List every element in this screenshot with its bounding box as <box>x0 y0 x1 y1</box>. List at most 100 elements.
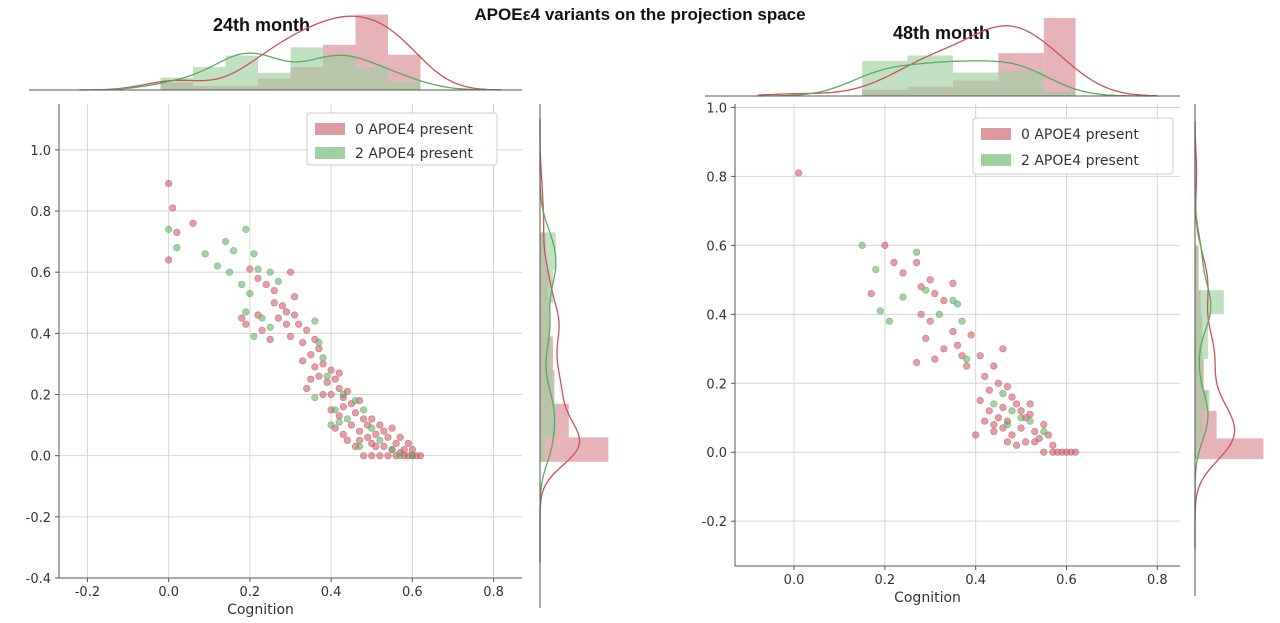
point-0-apoe4 <box>926 317 934 325</box>
right-kde-0 <box>539 119 581 563</box>
point-0-apoe4 <box>981 417 989 425</box>
point-0-apoe4 <box>372 442 380 451</box>
point-0-apoe4 <box>246 265 254 273</box>
point-0-apoe4 <box>931 290 939 298</box>
point-2-apoe4 <box>246 290 254 298</box>
point-0-apoe4 <box>384 452 392 460</box>
top-hist-bar-2 <box>322 55 356 90</box>
point-0-apoe4 <box>290 293 299 301</box>
point-0-apoe4 <box>282 320 291 328</box>
y-tick-label: 0.2 <box>706 377 727 392</box>
point-0-apoe4 <box>360 452 368 460</box>
point-2-apoe4 <box>408 452 416 460</box>
point-2-apoe4 <box>376 436 384 444</box>
point-0-apoe4 <box>274 314 282 322</box>
y-tick-label: 0.8 <box>30 205 51 220</box>
y-tick-label: 0.4 <box>706 308 727 323</box>
point-0-apoe4 <box>913 358 921 367</box>
point-0-apoe4 <box>1012 400 1021 408</box>
y-tick-label: 0.6 <box>706 239 727 254</box>
point-0-apoe4 <box>290 311 299 319</box>
right-hist-bar-2 <box>1195 245 1199 291</box>
x-axis-label: Cognition <box>894 590 961 606</box>
point-0-apoe4 <box>1040 448 1048 456</box>
point-2-apoe4 <box>311 393 319 402</box>
point-2-apoe4 <box>990 400 998 408</box>
point-2-apoe4 <box>1003 421 1012 429</box>
point-0-apoe4 <box>867 290 875 298</box>
point-0-apoe4 <box>881 241 889 249</box>
point-0-apoe4 <box>368 452 376 460</box>
point-2-apoe4 <box>922 286 930 294</box>
point-2-apoe4 <box>201 250 209 258</box>
point-0-apoe4 <box>295 320 303 328</box>
point-0-apoe4 <box>999 403 1007 412</box>
x-tick-label: 0.6 <box>402 585 423 600</box>
point-0-apoe4 <box>972 431 980 439</box>
point-0-apoe4 <box>368 415 376 423</box>
point-2-apoe4 <box>315 338 323 347</box>
point-2-apoe4 <box>958 317 966 325</box>
point-2-apoe4 <box>339 390 347 399</box>
point-2-apoe4 <box>388 445 396 454</box>
point-2-apoe4 <box>1017 414 1025 422</box>
point-0-apoe4 <box>388 424 396 432</box>
x-tick-label: 0.0 <box>784 573 805 588</box>
point-0-apoe4 <box>380 442 388 451</box>
point-0-apoe4 <box>303 384 311 393</box>
point-0-apoe4 <box>1017 407 1025 415</box>
point-0-apoe4 <box>343 436 351 444</box>
point-2-apoe4 <box>173 244 181 252</box>
point-2-apoe4 <box>368 424 376 432</box>
top-hist-bar-2 <box>862 60 908 96</box>
point-0-apoe4 <box>307 351 315 359</box>
point-2-apoe4 <box>331 406 339 414</box>
point-0-apoe4 <box>981 372 989 380</box>
point-0-apoe4 <box>990 427 998 436</box>
point-2-apoe4 <box>1040 427 1048 436</box>
point-0-apoe4 <box>335 369 343 377</box>
point-2-apoe4 <box>258 314 266 322</box>
x-tick-label: 0.0 <box>158 585 179 600</box>
x-tick-label: 0.4 <box>965 573 986 588</box>
point-0-apoe4 <box>404 439 412 448</box>
point-0-apoe4 <box>999 345 1007 353</box>
point-0-apoe4 <box>351 409 360 417</box>
point-0-apoe4 <box>1003 438 1012 446</box>
y-tick-label: 1.0 <box>30 144 51 159</box>
point-0-apoe4 <box>286 332 295 341</box>
point-0-apoe4 <box>278 302 286 310</box>
top-kde-0 <box>79 15 502 91</box>
point-2-apoe4 <box>885 317 893 325</box>
point-0-apoe4 <box>1040 421 1048 429</box>
right-hist-bar-2 <box>540 336 551 371</box>
point-0-apoe4 <box>355 436 364 444</box>
point-0-apoe4 <box>899 269 907 277</box>
point-0-apoe4 <box>307 375 315 383</box>
point-0-apoe4 <box>1049 448 1057 456</box>
point-2-apoe4 <box>1026 417 1034 425</box>
point-0-apoe4 <box>303 326 311 334</box>
right-hist-bar-2 <box>1195 438 1199 460</box>
point-0-apoe4 <box>360 415 368 423</box>
point-0-apoe4 <box>940 296 948 305</box>
x-tick-label: -0.2 <box>75 585 100 600</box>
point-0-apoe4 <box>315 372 323 380</box>
point-2-apoe4 <box>396 452 404 460</box>
legend-label: 2 APOE4 present <box>1021 153 1139 169</box>
y-tick-label: 0.0 <box>30 450 51 465</box>
point-0-apoe4 <box>922 334 930 343</box>
top-kde-0 <box>757 25 1158 97</box>
point-2-apoe4 <box>311 317 319 325</box>
y-tick-label: 0.0 <box>706 446 727 461</box>
point-2-apoe4 <box>323 372 331 380</box>
point-0-apoe4 <box>1031 427 1039 436</box>
legend-label: 0 APOE4 present <box>1021 127 1139 143</box>
legend-swatch <box>315 147 345 159</box>
right-hist-bar-2 <box>1195 314 1208 360</box>
y-tick-label: 1.0 <box>706 101 727 116</box>
point-2-apoe4 <box>913 248 921 256</box>
point-0-apoe4 <box>1022 438 1030 446</box>
y-tick-label: -0.4 <box>26 572 51 587</box>
